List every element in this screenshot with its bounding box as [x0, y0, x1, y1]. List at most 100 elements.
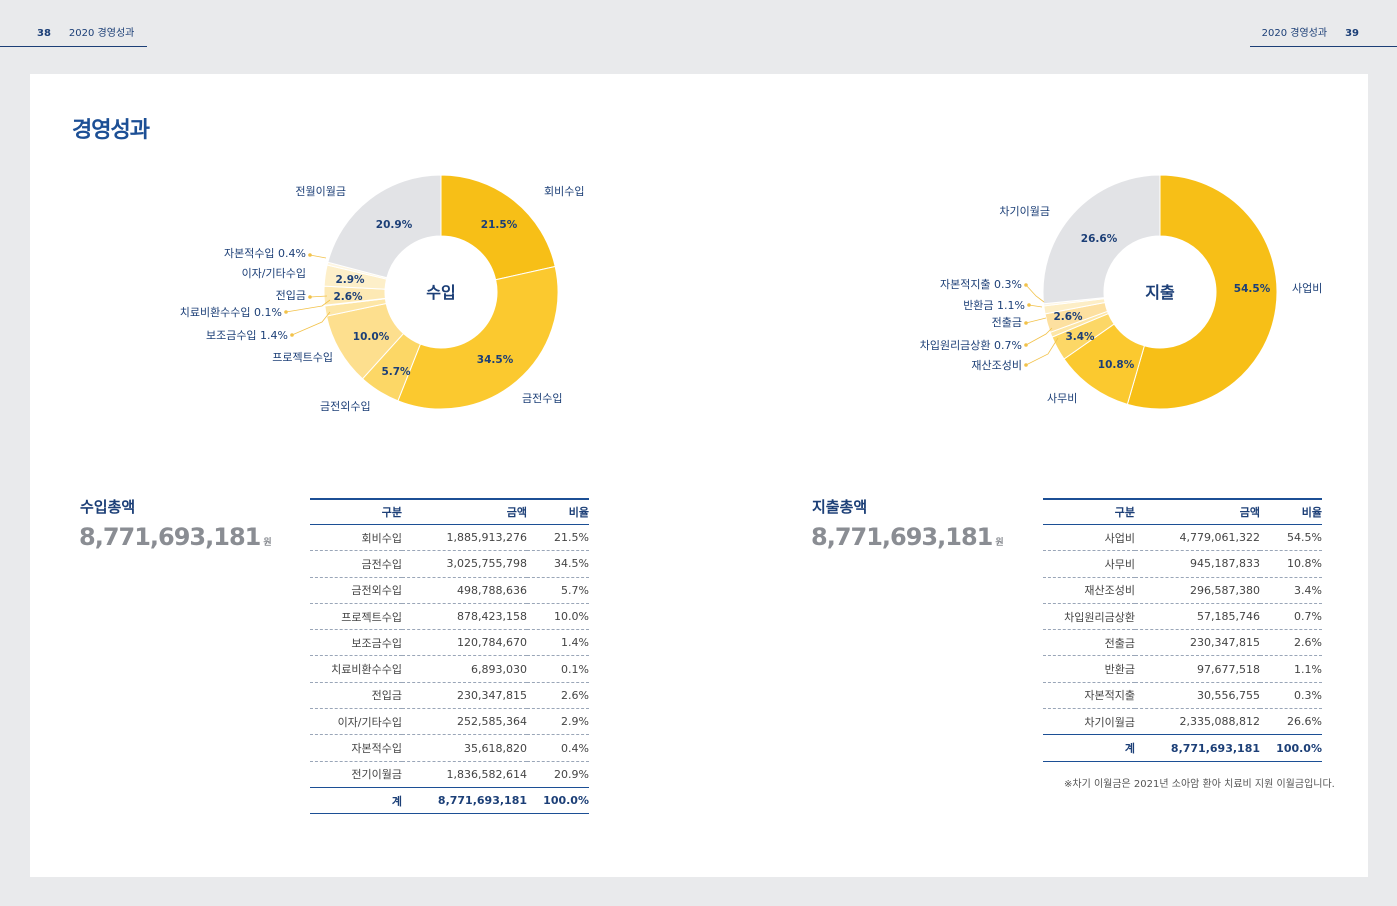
table-cell: 보조금수입 [310, 629, 402, 657]
expense-pct-label: 10.8% [1098, 359, 1135, 371]
table-cell: 금전수입 [310, 550, 402, 578]
table-cell: 자본적수입 [310, 734, 402, 762]
expense-label-carryover: 차기이월금 [999, 205, 1050, 218]
table-row: 회비수입 1,885,913,276 21.5% [310, 524, 589, 552]
table-cell: 34.5% [527, 550, 589, 578]
expense-label-asset: 재산조성비 [971, 359, 1022, 372]
table-cell: 이자/기타수입 [310, 708, 402, 736]
column-header: 비율 [527, 498, 589, 525]
table-row: 사업비 4,779,061,322 54.5% [1043, 524, 1322, 552]
table-row: 금전수입 3,025,755,798 34.5% [310, 550, 589, 578]
table-total-cell: 계 [310, 786, 402, 815]
table-cell: 5.7% [527, 577, 589, 604]
income-leader-lines [285, 254, 331, 336]
table-row: 사무비 945,187,833 10.8% [1043, 550, 1322, 578]
table-cell: 1.1% [1260, 655, 1322, 683]
table-cell: 사무비 [1043, 550, 1135, 578]
table-cell: 30,556,755 [1135, 682, 1260, 710]
income-total-label: 수입총액 [80, 498, 136, 516]
table-cell: 2,335,088,812 [1135, 708, 1260, 736]
column-header: 비율 [1260, 498, 1322, 525]
table-row: 보조금수입 120,784,670 1.4% [310, 629, 589, 657]
table-cell: 498,788,636 [402, 577, 527, 604]
expense-pct-label: 3.4% [1065, 331, 1095, 343]
expense-leader-dots [1024, 283, 1031, 367]
income-label-carryover: 전월이월금 [295, 185, 346, 198]
table-total-cell: 계 [1043, 734, 1135, 762]
income-slice-1 [397, 265, 559, 410]
expense-leader-lines [1025, 284, 1059, 366]
header-title-right: 2020 경영성과 [1261, 28, 1328, 39]
page-title: 경영성과 [72, 118, 150, 143]
table-header-row: 구분 금액 비율 [1043, 498, 1322, 525]
income-label-capital: 자본적수입 0.4% [224, 247, 306, 260]
expense-center-label: 지출 [1145, 283, 1175, 302]
table-cell: 전기이월금 [310, 761, 402, 788]
table-cell: 10.0% [527, 603, 589, 631]
column-header: 구분 [1043, 498, 1135, 525]
table-cell: 회비수입 [310, 524, 402, 552]
column-header: 구분 [310, 498, 402, 525]
expense-total-unit: 원 [995, 538, 1004, 548]
income-pct-label: 2.9% [335, 274, 365, 286]
expense-label-capital: 자본적지출 0.3% [940, 278, 1022, 291]
expense-label-return: 반환금 1.1% [963, 299, 1025, 312]
header-rule-right [1250, 46, 1397, 47]
income-pct-label: 21.5% [481, 219, 518, 231]
table-row: 전입금 230,347,815 2.6% [310, 682, 589, 710]
income-pct-label: 10.0% [353, 331, 390, 343]
table-cell: 금전외수입 [310, 577, 402, 604]
income-total-value: 8,771,693,181 원 [79, 523, 272, 551]
table-cell: 230,347,815 [1135, 629, 1260, 657]
table-cell: 3.4% [1260, 577, 1322, 604]
table-total-cell: 100.0% [527, 786, 589, 815]
income-slice-0 [440, 174, 556, 281]
income-total-amount: 8,771,693,181 [79, 523, 261, 551]
header-left: 38 2020 경영성과 [37, 24, 134, 39]
table-cell: 전출금 [1043, 629, 1135, 657]
income-center-label: 수입 [426, 283, 455, 302]
expense-pct-label: 2.6% [1053, 311, 1083, 323]
table-header-row: 구분 금액 비율 [310, 498, 589, 525]
income-pct-label: 20.9% [376, 219, 413, 231]
income-total-unit: 원 [263, 538, 272, 548]
income-table: 구분 금액 비율 회비수입 1,885,913,276 21.5% 금전수입 3,025… [310, 498, 589, 815]
table-cell: 4,779,061,322 [1135, 524, 1260, 552]
table-cell: 1.4% [527, 629, 589, 657]
expense-footnote: ※차기 이월금은 2021년 소아암 환아 치료비 지원 이월금입니다. [1064, 779, 1335, 790]
income-label-subsidy: 보조금수입 1.4% [206, 329, 288, 342]
table-cell: 0.1% [527, 655, 589, 683]
income-slice-9 [327, 174, 442, 279]
income-pct-label: 34.5% [477, 354, 514, 366]
table-cell: 자본적지출 [1043, 682, 1135, 710]
table-row: 자본적지출 30,556,755 0.3% [1043, 682, 1322, 710]
table-cell: 57,185,746 [1135, 603, 1260, 631]
table-total-row: 계 8,771,693,181 100.0% [1043, 734, 1322, 762]
table-cell: 프로젝트수입 [310, 603, 402, 631]
table-row: 치료비환수수입 6,893,030 0.1% [310, 655, 589, 683]
table-cell: 21.5% [527, 524, 589, 552]
page-number-left: 38 [37, 28, 51, 39]
expense-label-transfer-out: 전출금 [992, 316, 1022, 329]
page-number-right: 39 [1345, 28, 1359, 39]
table-cell: 252,585,364 [402, 708, 527, 736]
table-cell: 20.9% [527, 761, 589, 788]
table-cell: 120,784,670 [402, 629, 527, 657]
table-total-cell: 8,771,693,181 [402, 786, 527, 815]
table-cell: 전입금 [310, 682, 402, 710]
expense-label-office: 사무비 [1047, 392, 1077, 405]
header-rule-left [0, 46, 147, 47]
table-cell: 차기이월금 [1043, 708, 1135, 736]
table-cell: 54.5% [1260, 524, 1322, 552]
expense-label-business: 사업비 [1292, 282, 1322, 295]
table-total-row: 계 8,771,693,181 100.0% [310, 786, 589, 815]
table-cell: 0.7% [1260, 603, 1322, 631]
income-label-refund: 치료비환수수입 0.1% [180, 306, 282, 319]
table-cell: 차입원리금상환 [1043, 603, 1135, 631]
table-cell: 296,587,380 [1135, 577, 1260, 604]
table-cell: 반환금 [1043, 655, 1135, 683]
income-donut-chart: 수입 21.5% 34.5% 5.7% 10.0% 2.6% 2.9% 20.9… [180, 174, 1322, 413]
income-pct-label: 2.6% [333, 291, 363, 303]
column-header: 금액 [402, 498, 527, 525]
table-row: 차입원리금상환 57,185,746 0.7% [1043, 603, 1322, 631]
